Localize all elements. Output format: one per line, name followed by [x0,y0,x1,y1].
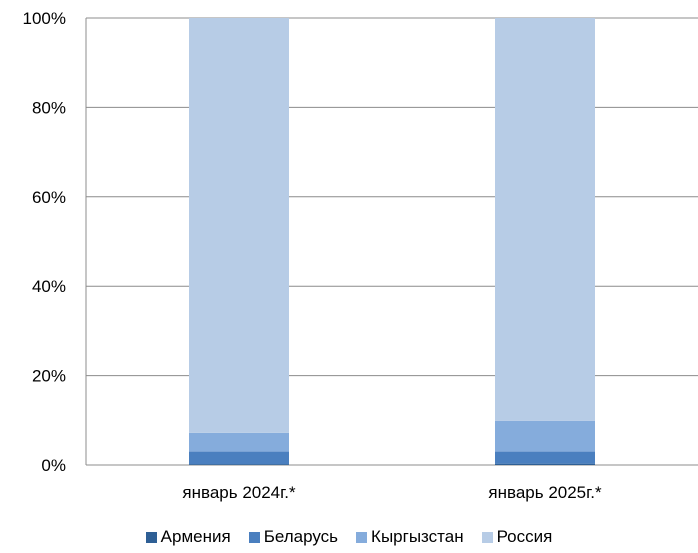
legend: Армения Беларусь Кыргызстан Россия [0,527,698,547]
legend-item: Кыргызстан [356,527,464,547]
y-tick-label: 0% [41,456,66,475]
bar-segment [189,432,289,452]
legend-label: Кыргызстан [371,527,464,546]
x-tick-label: январь 2025г.* [488,483,602,502]
legend-item: Россия [481,527,553,547]
gridlines [86,17,698,466]
bar-segment [495,18,595,421]
bar-segment [189,464,289,465]
x-tick-label: январь 2024г.* [182,483,296,502]
x-axis-tick-labels: январь 2024г.* январь 2025г.* [182,483,602,502]
legend-swatch [481,531,493,543]
legend-swatch [145,531,157,543]
y-axis-tick-labels: 0% 20% 40% 60% 80% 100% [23,9,66,475]
y-tick-label: 40% [32,277,66,296]
legend-label: Беларусь [263,527,339,546]
bar-segment [495,451,595,464]
y-tick-label: 80% [32,98,66,117]
legend-label: Армения [160,527,231,546]
legend-swatch [356,531,368,543]
bar-segment [189,451,289,465]
bar-segment [495,420,595,452]
bar-segment [189,18,289,433]
y-tick-label: 20% [32,367,66,386]
legend-item: Беларусь [248,527,339,547]
legend-label: Россия [496,527,553,546]
y-tick-label: 60% [32,188,66,207]
bar-segment [495,463,595,465]
bars [189,18,595,465]
y-tick-label: 100% [23,9,66,28]
legend-item: Армения [145,527,231,547]
legend-swatch [248,531,260,543]
